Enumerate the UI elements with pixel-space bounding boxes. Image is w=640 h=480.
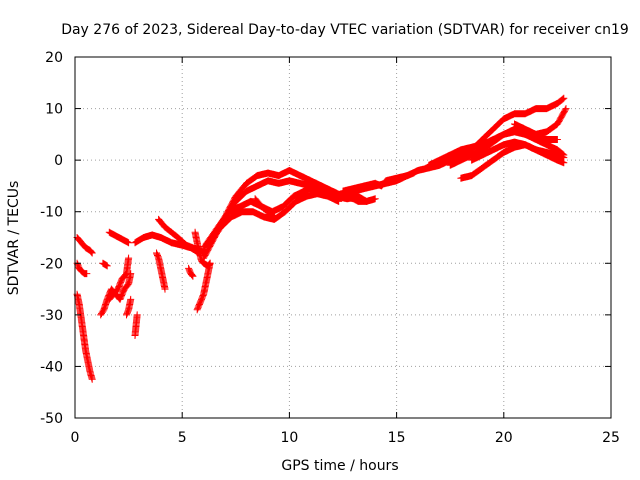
series-markers: [123, 295, 135, 319]
series-markers: [153, 249, 169, 293]
y-tick-label: -30: [40, 308, 63, 324]
series-markers: [251, 195, 278, 221]
y-tick-label: -20: [40, 256, 63, 272]
series-markers: [191, 228, 214, 270]
plot-frame: [74, 56, 612, 419]
series-arc-13: [185, 264, 197, 280]
x-tick-label: 5: [178, 430, 187, 446]
series-markers: [73, 234, 96, 257]
y-tick-label: 20: [45, 50, 63, 66]
series-arc-20: [251, 195, 278, 221]
series-arc-29: [511, 105, 570, 138]
series-markers: [446, 125, 568, 169]
series-markers: [414, 94, 568, 174]
series-arc-8: [131, 311, 141, 339]
chart-title: Day 276 of 2023, Sidereal Day-to-day VTE…: [61, 22, 629, 38]
series-markers: [468, 138, 568, 164]
series-arc-9: [105, 228, 133, 247]
y-axis-title: SDTVAR / TECUs: [6, 181, 22, 296]
y-tick-label: -10: [40, 205, 63, 221]
series-arc-15: [191, 228, 214, 270]
series-arc-1: [73, 234, 96, 257]
series-markers: [131, 311, 141, 339]
series-markers: [511, 105, 570, 138]
series-arc-6: [105, 254, 133, 303]
series-arc-26: [446, 125, 568, 169]
series-markers: [345, 192, 379, 205]
y-tick-label: -50: [40, 411, 63, 427]
series-markers: [99, 259, 111, 270]
y-tick-label: 10: [45, 102, 63, 118]
series-arc-5: [99, 259, 111, 270]
x-tick-label: 20: [495, 430, 513, 446]
x-tick-label: 25: [602, 430, 620, 446]
x-axis-title: GPS time / hours: [281, 458, 398, 474]
series-markers: [339, 169, 418, 195]
y-axis-ticks: 20 10 0 -10 -20 -30 -40 -50: [40, 50, 611, 427]
series-arc-22: [339, 169, 418, 195]
series-arc-3: [73, 290, 96, 383]
x-tick-label: 0: [71, 430, 80, 446]
series-arc-23: [345, 192, 379, 205]
y-tick-label: 0: [54, 153, 63, 169]
x-axis-ticks: 0 5 10 15 20 25: [71, 57, 620, 446]
series-markers: [185, 264, 197, 280]
y-tick-label: -40: [40, 359, 63, 375]
data-series: [73, 94, 570, 383]
x-tick-label: 15: [388, 430, 406, 446]
series-markers: [73, 290, 96, 383]
series-arc-7: [123, 295, 135, 319]
x-tick-label: 10: [280, 430, 298, 446]
series-arc-28: [468, 138, 568, 164]
series-markers: [105, 254, 133, 303]
series-markers: [105, 228, 133, 247]
series-arc-12: [153, 249, 169, 293]
series-arc-24: [414, 94, 568, 174]
